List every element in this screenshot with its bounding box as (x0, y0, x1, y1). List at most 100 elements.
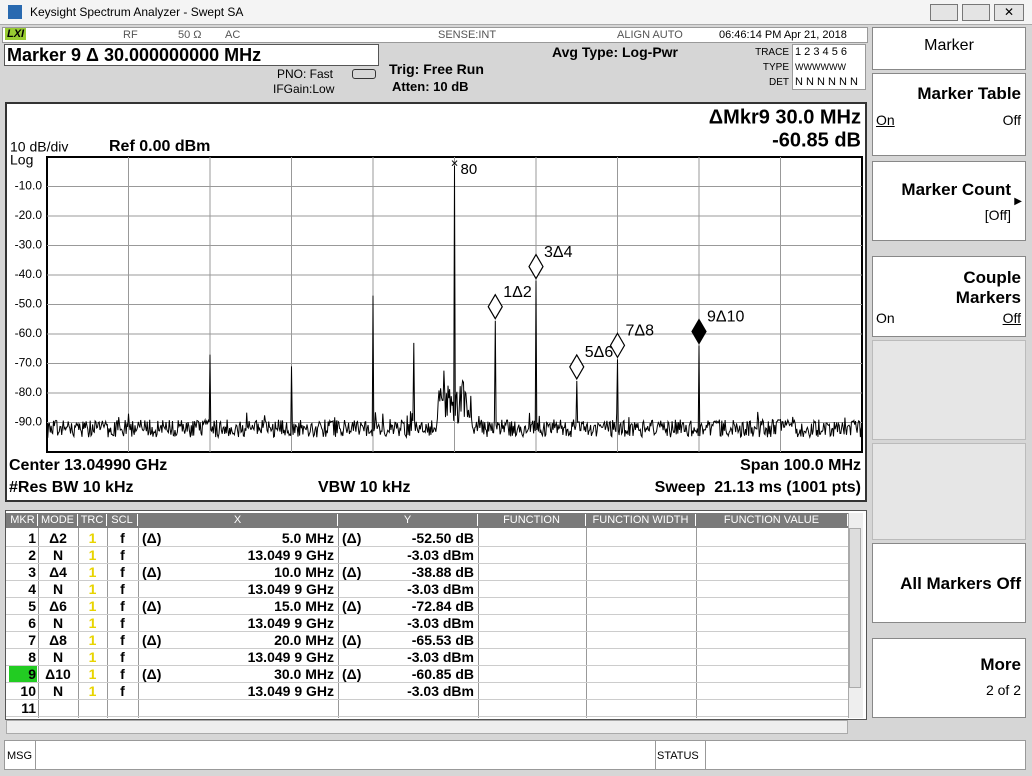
all-markers-off-key[interactable]: All Markers Off (872, 543, 1026, 623)
trace (46, 165, 863, 440)
y-axis-label: -90.0 (15, 415, 43, 429)
marker-readout-box: Marker 9 Δ 30.000000000 MHz (4, 44, 379, 66)
key-on: On (876, 310, 895, 326)
cell-x-ref: (Δ) (142, 530, 162, 546)
key-label: Couple (963, 268, 1021, 287)
column-header: TRC (78, 514, 107, 526)
minimize-button[interactable] (930, 4, 958, 21)
cell-y: -52.50 dB (411, 530, 474, 546)
cell-mkr: 8 (28, 649, 36, 665)
row-divider (6, 699, 848, 700)
cell-mkr: 11 (21, 700, 36, 716)
cell-trc: 1 (88, 530, 97, 546)
cell-x: 30.0 MHz (274, 666, 334, 682)
y-axis-label: -10.0 (15, 179, 43, 193)
marker-count-key[interactable]: Marker Count [Off] ▶ (872, 161, 1026, 241)
status-row: LXI RF 50 Ω AC SENSE:INT ALIGN AUTO 06:4… (2, 27, 868, 43)
column-header: SCL (107, 514, 138, 526)
cell-scl: f (120, 598, 125, 614)
coupling: AC (225, 29, 241, 41)
ref-level: Ref 0.00 dBm (109, 138, 210, 155)
couple-markers-key[interactable]: Couple Markers On Off (872, 256, 1026, 337)
cell-scl: f (120, 632, 125, 648)
cell-mkr: 10 (20, 683, 36, 699)
cell-mode: N (52, 683, 64, 699)
active-marker (691, 318, 707, 345)
key-label: Marker Count (901, 180, 1011, 199)
sweep: Sweep 21.13 ms (1001 pts) (655, 479, 861, 496)
cell-x: 20.0 MHz (274, 632, 334, 648)
cell-mode: N (52, 581, 64, 597)
maximize-button[interactable] (962, 4, 990, 21)
key-on: On (876, 112, 895, 128)
type-row: WWWWWW (795, 62, 846, 72)
row-divider (6, 682, 848, 683)
key-label: All Markers Off (900, 574, 1021, 593)
column-divider (586, 528, 587, 718)
cell-scl: f (120, 615, 125, 631)
span: Span 100.0 MHz (740, 457, 861, 474)
key-label: Markers (955, 288, 1021, 307)
key-state: [Off] (984, 207, 1011, 223)
cell-y-ref: (Δ) (342, 666, 362, 682)
title-bar: Keysight Spectrum Analyzer - Swept SA ✕ (0, 0, 1032, 25)
h-scrollbar (6, 720, 848, 734)
det-row: N N N N N N (795, 76, 858, 88)
key-off: Off (1002, 310, 1021, 326)
cell-scl: f (120, 683, 125, 699)
cell-trc: 1 (88, 666, 97, 682)
row-divider (6, 716, 848, 717)
cell-scl: f (120, 581, 125, 597)
cell-mkr: 9 (28, 666, 36, 682)
column-header: MODE (38, 514, 78, 526)
trace-labels: TRACE TYPE DET (751, 45, 789, 90)
row-divider (6, 614, 848, 615)
cell-y: -3.03 dBm (407, 649, 474, 665)
column-header: FUNCTION VALUE (696, 514, 848, 526)
row-divider (6, 631, 848, 632)
cell-x: 13.049 9 GHz (247, 683, 334, 699)
column-header: Y (338, 514, 478, 526)
cell-mkr: 6 (28, 615, 36, 631)
cell-scl: f (120, 547, 125, 563)
marker-label: 5Δ6 (585, 344, 614, 361)
msg: MSG (7, 750, 33, 762)
cell-y: -3.03 dBm (407, 683, 474, 699)
cell-mkr: 3 (28, 564, 36, 580)
marker-table-key[interactable]: Marker Table On Off (872, 73, 1026, 156)
key-off: Off (1002, 112, 1021, 128)
column-divider (78, 528, 79, 718)
column-divider (38, 528, 39, 718)
key-label: Marker Table (917, 84, 1021, 103)
marker (487, 293, 503, 320)
sense: SENSE:INT (438, 29, 497, 41)
cell-x: 5.0 MHz (281, 530, 334, 546)
cell-trc: 1 (88, 547, 97, 563)
table-header (6, 513, 848, 528)
column-divider (338, 528, 339, 718)
marker (528, 253, 544, 280)
cell-mode: Δ8 (49, 632, 67, 648)
close-button[interactable]: ✕ (994, 4, 1024, 21)
cell-x-ref: (Δ) (142, 632, 162, 648)
marker-readout: Marker 9 Δ 30.000000000 MHz (7, 45, 262, 65)
message-bar: MSG STATUS (4, 740, 1026, 770)
cell-x: 13.049 9 GHz (247, 615, 334, 631)
y-axis-label: -60.0 (15, 326, 43, 340)
menu-label: Marker (924, 37, 974, 54)
cell-y: -60.85 dB (411, 666, 474, 682)
column-header: FUNCTION (478, 514, 586, 526)
submenu-arrow: ▶ (1014, 196, 1022, 207)
cell-y-ref: (Δ) (342, 598, 362, 614)
cell-x-ref: (Δ) (142, 666, 162, 682)
cell-mode: Δ6 (49, 598, 67, 614)
more-key[interactable]: More 2 of 2 (872, 638, 1026, 718)
rf: RF (123, 29, 138, 41)
cell-mkr: 1 (28, 530, 36, 546)
cell-trc: 1 (88, 683, 97, 699)
impedance: 50 Ω (178, 29, 202, 41)
column-divider (138, 528, 139, 718)
marker (569, 353, 585, 381)
app-icon (8, 5, 22, 19)
